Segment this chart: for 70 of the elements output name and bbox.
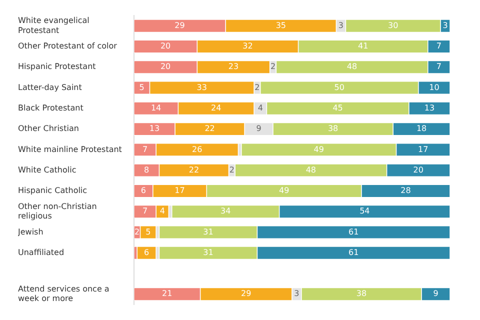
y-tick-label: White evangelical Protestant — [18, 16, 90, 35]
data-label: 8 — [144, 165, 150, 174]
y-tick-label: Other Christian — [18, 124, 79, 134]
data-label: 48 — [306, 165, 316, 174]
data-label: 2 — [270, 62, 276, 72]
data-label: 3 — [442, 20, 448, 30]
data-label: 7 — [142, 144, 148, 154]
data-label: 45 — [332, 104, 343, 113]
data-label: 24 — [211, 104, 222, 113]
data-label: 21 — [162, 289, 172, 298]
data-label: 20 — [413, 165, 424, 174]
data-label: 34 — [220, 206, 231, 216]
data-label: 4 — [258, 104, 263, 113]
data-label: 30 — [388, 20, 398, 30]
data-label: 2 — [254, 82, 260, 92]
y-tick-label: White Catholic — [18, 165, 76, 174]
data-label: 6 — [140, 186, 146, 196]
data-label: 48 — [346, 62, 358, 72]
data-label: 9 — [433, 289, 438, 298]
data-label: 29 — [174, 20, 185, 30]
data-label: 38 — [328, 124, 338, 134]
data-label: 5 — [146, 227, 151, 236]
data-label: 6 — [144, 248, 150, 257]
data-label: 33 — [196, 82, 207, 92]
data-label: 17 — [174, 186, 185, 196]
data-label: 32 — [242, 42, 253, 51]
data-label: 14 — [150, 104, 162, 113]
data-label: 3 — [294, 289, 300, 298]
data-label: 3 — [338, 20, 344, 30]
y-tick-label: Unaffiliated — [18, 248, 64, 257]
data-label: 38 — [356, 289, 367, 298]
data-label: 54 — [360, 206, 370, 216]
data-label: 26 — [192, 144, 202, 154]
data-label: 20 — [160, 62, 171, 72]
data-label: 50 — [334, 82, 344, 92]
y-tick-label: White mainline Protestant — [18, 144, 122, 154]
data-label: 2 — [229, 165, 234, 174]
data-label: 4 — [160, 206, 165, 216]
data-label: 29 — [241, 289, 252, 298]
data-label: 5 — [139, 82, 144, 92]
data-label: 61 — [348, 248, 359, 257]
y-tick-label: Other non-Christian religious — [18, 202, 97, 220]
data-label: 7 — [436, 62, 442, 72]
data-label: 17 — [418, 144, 428, 154]
data-label: 22 — [204, 124, 215, 134]
data-label: 9 — [256, 124, 262, 134]
data-label: 10 — [429, 82, 440, 92]
data-label: 61 — [348, 227, 359, 236]
data-label: 7 — [142, 206, 148, 216]
data-label: 31 — [203, 248, 214, 257]
data-label: 35 — [276, 20, 286, 30]
data-label: 49 — [278, 186, 290, 196]
y-tick-label: Hispanic Protestant — [18, 62, 96, 72]
data-label: 22 — [188, 165, 200, 174]
y-tick-label: Attend services once a week or more — [18, 284, 110, 303]
data-label: 2 — [134, 227, 140, 236]
y-tick-label: Other Protestant of color — [18, 42, 118, 51]
data-label: 41 — [358, 42, 368, 51]
data-label: 31 — [203, 227, 214, 236]
y-tick-label: Hispanic Catholic — [18, 186, 88, 196]
data-label: 23 — [228, 62, 239, 72]
data-label: 13 — [424, 104, 435, 113]
data-label: 20 — [160, 42, 171, 51]
data-label: 18 — [416, 124, 427, 134]
data-label: 7 — [436, 42, 442, 51]
y-tick-label: Latter-day Saint — [18, 82, 82, 92]
data-label: 13 — [149, 124, 160, 134]
data-label: 28 — [400, 186, 411, 196]
data-label: 49 — [314, 144, 324, 154]
y-tick-label: Black Protestant — [18, 104, 84, 113]
